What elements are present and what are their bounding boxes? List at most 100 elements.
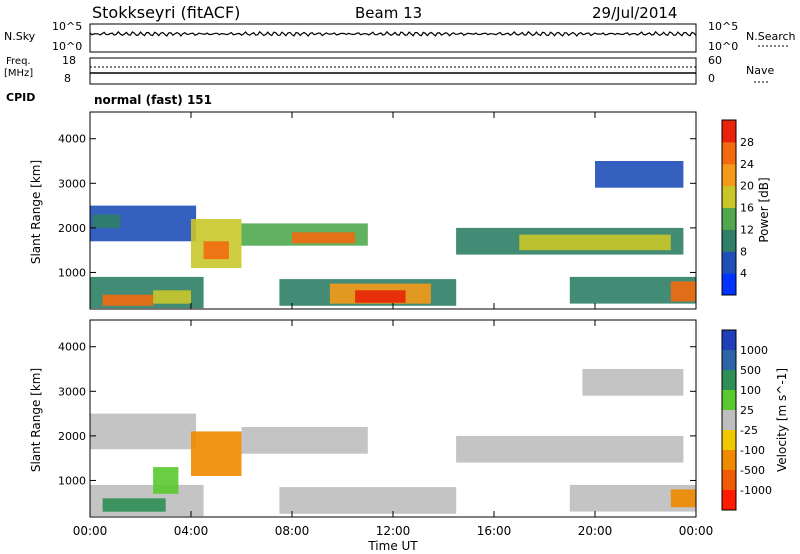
x-axis-ticks: 00:00 04:00 08:00 12:00 16:00 20:00 00:00 xyxy=(73,112,714,538)
colorbar-tick-label: -1000 xyxy=(740,484,772,497)
nave-bottom-tick: 0 xyxy=(708,72,715,85)
x-tick-label: 00:00 xyxy=(73,524,108,538)
heatmap-region xyxy=(292,232,356,244)
colorbar-tick-label: 24 xyxy=(740,158,754,171)
colorbar-tick-label: 25 xyxy=(740,404,754,417)
y-tick-label: 2000 xyxy=(58,222,86,235)
colorbar-tick-label: -500 xyxy=(740,464,765,477)
y-tick-label: 4000 xyxy=(58,341,86,354)
colorbar-segment xyxy=(722,430,736,451)
nsky-label: N.Sky xyxy=(4,30,36,43)
colorbar-tick-label: 1000 xyxy=(740,344,768,357)
nsky-line xyxy=(89,30,697,37)
power-y-ticks: 1000 2000 3000 4000 xyxy=(58,133,696,279)
colorbar-tick-label: -100 xyxy=(740,444,765,457)
colorbar-segment xyxy=(722,390,736,411)
y-tick-label: 3000 xyxy=(58,385,86,398)
colorbar-segment xyxy=(722,185,736,208)
station-title: Stokkseyri (fitACF) xyxy=(92,3,240,22)
y-tick-label: 4000 xyxy=(58,133,86,146)
colorbar-segment xyxy=(722,470,736,491)
colorbar-segment xyxy=(722,251,736,274)
velocity-colorbar: 1000 500 100 25 -25 -100 -500 -1000 xyxy=(721,329,772,511)
colorbar-tick-label: 100 xyxy=(740,384,761,397)
heatmap-region xyxy=(670,281,697,302)
colorbar-segment xyxy=(722,273,736,296)
colorbar-tick-label: 8 xyxy=(740,245,747,258)
heatmap-region xyxy=(90,413,197,450)
x-axis-label: Time UT xyxy=(367,539,418,553)
colorbar-frame xyxy=(721,119,737,296)
velocity-colorbar-label: Velocity [m s^-1] xyxy=(775,368,789,472)
heatmap-region xyxy=(241,427,368,454)
heatmap-region xyxy=(191,431,242,476)
nsearch-top-tick: 10^5 xyxy=(708,20,738,33)
x-tick-label: 16:00 xyxy=(477,524,512,538)
colorbar-segment xyxy=(722,120,736,143)
x-tick-label: 00:00 xyxy=(679,524,714,538)
freq-unit: [MHz] xyxy=(4,68,33,79)
colorbar-segment xyxy=(722,163,736,187)
freq-panel xyxy=(89,57,697,85)
nave-top-tick: 60 xyxy=(708,54,722,67)
nsearch-label: N.Search xyxy=(746,30,796,43)
heatmap-region xyxy=(102,498,166,512)
freq-bottom-tick: 8 xyxy=(64,72,71,85)
colorbar-tick-label: 20 xyxy=(740,180,754,193)
heatmap-region xyxy=(670,489,697,508)
colorbar-segment xyxy=(722,490,736,511)
heatmap-region xyxy=(153,467,179,494)
heatmap-region xyxy=(92,214,121,228)
nsky-bottom-tick: 10^0 xyxy=(52,40,82,53)
freq-top-tick: 18 xyxy=(62,54,76,67)
colorbar-tick-label: 28 xyxy=(740,136,754,149)
x-tick-label: 08:00 xyxy=(275,524,310,538)
cpid-value: normal (fast) 151 xyxy=(94,93,212,107)
power-colorbar: 4 8 12 16 20 24 28 xyxy=(721,119,754,296)
heatmap-region xyxy=(102,294,154,306)
nsky-panel xyxy=(89,23,697,53)
heatmap-region xyxy=(355,290,406,303)
nsky-top-tick: 10^5 xyxy=(52,20,82,33)
velocity-y-axis-label: Slant Range [km] xyxy=(29,368,43,472)
freq-label: Freq. xyxy=(6,56,31,67)
x-tick-label: 20:00 xyxy=(578,524,613,538)
x-tick-label: 12:00 xyxy=(376,524,411,538)
nave-label: Nave xyxy=(746,64,774,77)
nsearch-bottom-tick: 10^0 xyxy=(708,40,738,53)
heatmap-region xyxy=(153,290,191,304)
y-tick-label: 1000 xyxy=(58,474,86,487)
date-title: 29/Jul/2014 xyxy=(592,4,677,22)
colorbar-segment xyxy=(722,350,736,371)
colorbar-segment xyxy=(722,330,736,351)
colorbar-segment xyxy=(722,141,736,165)
y-tick-label: 3000 xyxy=(58,177,86,190)
velocity-y-ticks: 1000 2000 3000 4000 xyxy=(58,341,696,487)
power-heatmap xyxy=(90,161,697,309)
colorbar-tick-label: 16 xyxy=(740,202,754,215)
colorbar-segment xyxy=(722,207,736,230)
heatmap-region xyxy=(519,234,671,251)
colorbar-tick-label: -25 xyxy=(740,424,758,437)
colorbar-segment xyxy=(722,410,736,431)
power-colorbar-label: Power [dB] xyxy=(757,177,771,242)
y-tick-label: 2000 xyxy=(58,430,86,443)
power-y-axis-label: Slant Range [km] xyxy=(29,160,43,264)
beam-title: Beam 13 xyxy=(355,4,422,22)
colorbar-segment xyxy=(722,229,736,252)
heatmap-region xyxy=(203,241,229,260)
colorbar-segment xyxy=(722,370,736,391)
colorbar-segment xyxy=(722,450,736,471)
y-tick-label: 1000 xyxy=(58,266,86,279)
colorbar-tick-label: 4 xyxy=(740,267,747,280)
colorbar-frame xyxy=(721,329,737,511)
colorbar-tick-label: 500 xyxy=(740,364,761,377)
heatmap-region xyxy=(582,369,684,396)
heatmap-region xyxy=(279,487,457,514)
cpid-label: CPID xyxy=(6,91,35,104)
heatmap-region xyxy=(456,435,684,463)
nsky-trace xyxy=(89,30,697,37)
velocity-heatmap xyxy=(90,369,697,517)
x-tick-label: 04:00 xyxy=(174,524,209,538)
